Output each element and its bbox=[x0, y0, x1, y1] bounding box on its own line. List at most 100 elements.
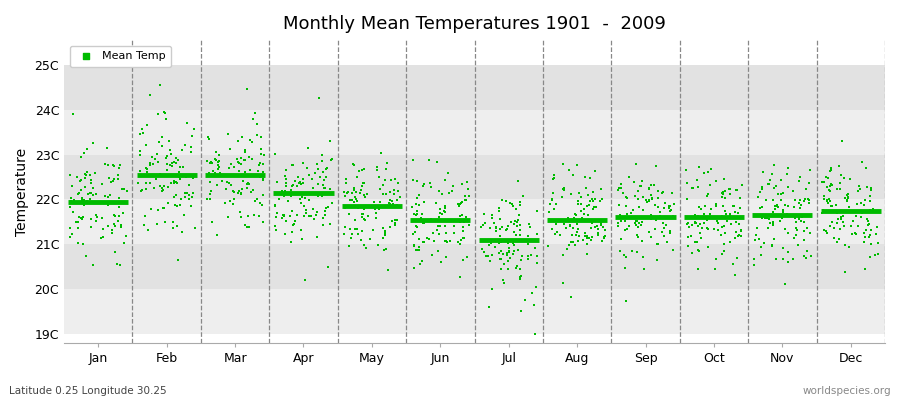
Point bbox=[803, 230, 817, 237]
Point bbox=[691, 184, 706, 190]
Point bbox=[410, 211, 425, 218]
Point bbox=[656, 188, 670, 195]
Point bbox=[651, 241, 665, 248]
Point bbox=[474, 224, 489, 230]
Point bbox=[83, 190, 97, 196]
Point bbox=[852, 182, 867, 189]
Point bbox=[407, 211, 421, 217]
Point bbox=[290, 183, 304, 189]
Point bbox=[421, 236, 436, 243]
Point bbox=[523, 224, 537, 230]
Point bbox=[149, 176, 164, 182]
Point bbox=[571, 200, 585, 207]
Point bbox=[697, 211, 711, 217]
Point bbox=[803, 167, 817, 173]
Point bbox=[206, 168, 220, 174]
Point bbox=[799, 255, 814, 262]
Point bbox=[355, 214, 369, 221]
Point bbox=[200, 196, 214, 202]
Point bbox=[296, 176, 310, 182]
Point bbox=[349, 198, 364, 204]
Point bbox=[525, 290, 539, 296]
Point bbox=[612, 212, 626, 218]
Point bbox=[580, 240, 594, 247]
Point bbox=[780, 258, 795, 265]
Point bbox=[476, 248, 491, 255]
Point bbox=[317, 177, 331, 183]
Point bbox=[98, 199, 112, 206]
Point bbox=[510, 219, 525, 225]
Point bbox=[310, 234, 324, 240]
Point bbox=[542, 216, 556, 222]
Point bbox=[173, 164, 187, 171]
Point bbox=[185, 175, 200, 181]
Point bbox=[220, 214, 235, 221]
Point bbox=[458, 197, 473, 204]
Text: Latitude 0.25 Longitude 30.25: Latitude 0.25 Longitude 30.25 bbox=[9, 386, 166, 396]
Point bbox=[252, 162, 266, 169]
Point bbox=[858, 197, 872, 203]
Point bbox=[734, 182, 749, 188]
Point bbox=[477, 220, 491, 226]
Point bbox=[424, 216, 438, 222]
Point bbox=[319, 190, 333, 197]
Point bbox=[649, 163, 663, 170]
Point bbox=[386, 200, 400, 207]
Point bbox=[630, 232, 644, 239]
Point bbox=[453, 274, 467, 280]
Point bbox=[545, 176, 560, 183]
Point bbox=[765, 171, 779, 177]
Point bbox=[500, 250, 515, 257]
Point bbox=[709, 202, 724, 209]
Point bbox=[703, 182, 717, 188]
Point bbox=[663, 228, 678, 234]
Point bbox=[166, 225, 181, 232]
Point bbox=[787, 188, 801, 194]
Point bbox=[612, 185, 626, 191]
Point bbox=[152, 139, 166, 145]
Point bbox=[456, 234, 471, 241]
Point bbox=[781, 203, 796, 209]
Point bbox=[518, 297, 532, 304]
Point bbox=[789, 225, 804, 231]
Point bbox=[106, 162, 121, 168]
Point bbox=[683, 232, 698, 239]
Point bbox=[158, 110, 173, 116]
Point bbox=[821, 174, 835, 181]
Point bbox=[549, 228, 563, 235]
Point bbox=[165, 160, 179, 167]
Point bbox=[769, 256, 783, 262]
Point bbox=[493, 233, 508, 240]
Point bbox=[598, 226, 613, 233]
Point bbox=[155, 142, 169, 149]
Point bbox=[369, 215, 383, 222]
Y-axis label: Temperature: Temperature bbox=[15, 148, 29, 236]
Point bbox=[357, 206, 372, 212]
Point bbox=[296, 160, 310, 166]
Point bbox=[654, 229, 669, 236]
Point bbox=[77, 202, 92, 208]
Point bbox=[366, 227, 381, 233]
Point bbox=[789, 232, 804, 238]
Point bbox=[662, 203, 677, 209]
Point bbox=[833, 214, 848, 220]
Point bbox=[240, 213, 255, 219]
Point bbox=[752, 194, 766, 201]
Point bbox=[766, 221, 780, 228]
Point bbox=[776, 209, 790, 215]
Point bbox=[355, 228, 369, 234]
Point bbox=[799, 225, 814, 231]
Point bbox=[494, 239, 508, 246]
Point bbox=[483, 257, 498, 264]
Point bbox=[218, 200, 232, 206]
Point bbox=[644, 234, 659, 241]
Point bbox=[301, 144, 315, 151]
Point bbox=[499, 198, 513, 205]
Point bbox=[475, 222, 490, 228]
Point bbox=[278, 231, 293, 238]
Point bbox=[491, 238, 506, 244]
Point bbox=[492, 249, 507, 256]
Point bbox=[111, 172, 125, 178]
Point bbox=[462, 193, 476, 199]
Point bbox=[139, 180, 153, 186]
